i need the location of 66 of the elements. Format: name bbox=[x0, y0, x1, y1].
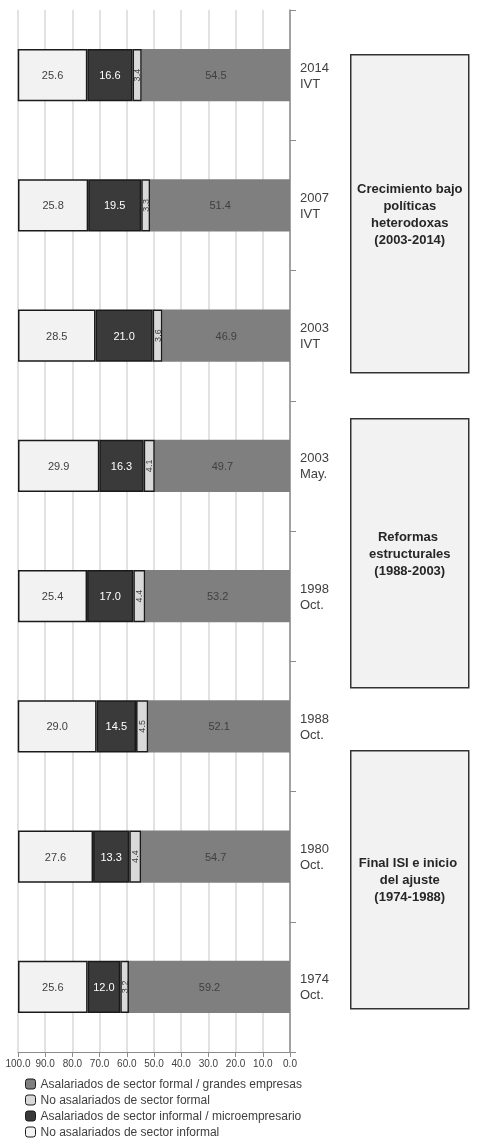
data-label: 27.6 bbox=[44, 850, 67, 863]
text: Crecimiento bajo políticas heterodoxas (2003-2014) bbox=[357, 180, 463, 247]
y-tick-label: 2003 IVT bbox=[300, 320, 329, 352]
x-tick-label: 90.0 bbox=[35, 1057, 56, 1069]
x-tick-label: 100.0 bbox=[5, 1057, 31, 1069]
y-tick-label: 2014 IVT bbox=[300, 59, 329, 91]
data-label: 16.3 bbox=[110, 459, 133, 472]
legend-label: Asalariados de sector informal / microempresario bbox=[40, 1109, 302, 1123]
x-tick-label: 60.0 bbox=[117, 1057, 137, 1069]
data-label: 19.5 bbox=[103, 199, 126, 212]
text: Reformas estructurales (1988-2003) bbox=[368, 528, 451, 578]
x-tick-label: 10.0 bbox=[253, 1057, 273, 1069]
data-label: 21.0 bbox=[113, 329, 135, 342]
data-label: 14.5 bbox=[105, 720, 128, 733]
y-tick-label: 1998 Oct. bbox=[300, 580, 329, 612]
data-label: 51.4 bbox=[209, 199, 231, 212]
x-tick-label: 40.0 bbox=[171, 1057, 192, 1069]
bar bbox=[162, 309, 290, 362]
legend-label: No asalariados de sector formal bbox=[40, 1093, 210, 1107]
bar bbox=[145, 570, 290, 623]
bar bbox=[148, 700, 290, 753]
bar bbox=[141, 49, 290, 102]
data-label: 4.1 bbox=[144, 459, 155, 473]
x-tick-label: 20.0 bbox=[225, 1057, 246, 1069]
data-label: 3.2 bbox=[119, 980, 130, 994]
data-label: 29.0 bbox=[46, 720, 68, 733]
data-label: 4.5 bbox=[137, 720, 148, 733]
y-tick-label: 2003 May. bbox=[300, 450, 329, 482]
data-label: 13.3 bbox=[100, 850, 122, 863]
data-label: 25.6 bbox=[41, 69, 64, 82]
data-label: 3.4 bbox=[132, 68, 143, 82]
legend-label: No asalariados de sector informal bbox=[40, 1125, 220, 1139]
data-label: 46.9 bbox=[215, 329, 237, 342]
y-tick-label: 1988 Oct. bbox=[300, 710, 329, 742]
data-label: 54.5 bbox=[205, 69, 227, 82]
data-label: 28.5 bbox=[46, 329, 68, 342]
data-label: 3.6 bbox=[152, 329, 163, 342]
x-tick-label: 30.0 bbox=[198, 1057, 219, 1069]
bar bbox=[128, 960, 290, 1013]
y-tick-label: 1974 Oct. bbox=[300, 971, 329, 1003]
bar bbox=[154, 439, 290, 492]
data-label: 12.0 bbox=[93, 980, 115, 993]
data-label: 29.9 bbox=[47, 459, 70, 472]
x-tick-label: 0.0 bbox=[283, 1057, 298, 1069]
data-label: 25.8 bbox=[42, 199, 64, 212]
x-tick-label: 70.0 bbox=[89, 1057, 110, 1069]
data-label: 16.6 bbox=[99, 69, 121, 82]
y-tick-label: 1980 Oct. bbox=[300, 841, 329, 873]
text: Final ISI e inicio del ajuste (1974-1988) bbox=[358, 855, 461, 905]
data-label: 4.4 bbox=[130, 850, 141, 863]
data-label: 4.4 bbox=[134, 589, 145, 603]
legend-label: Asalariados de sector formal / grandes empresas bbox=[40, 1077, 302, 1091]
data-label: 25.4 bbox=[41, 590, 64, 603]
x-tick-label: 50.0 bbox=[144, 1057, 165, 1069]
data-label: 17.0 bbox=[99, 590, 121, 603]
bar bbox=[150, 179, 290, 232]
bar bbox=[141, 830, 290, 883]
data-label: 52.1 bbox=[208, 720, 230, 733]
data-label: 59.2 bbox=[198, 980, 221, 993]
y-tick-label: 2007 IVT bbox=[300, 189, 329, 221]
data-label: 53.2 bbox=[206, 590, 229, 603]
x-tick-label: 80.0 bbox=[62, 1057, 83, 1069]
data-label: 54.7 bbox=[204, 850, 227, 863]
data-label: 25.6 bbox=[42, 980, 64, 993]
data-label: 49.7 bbox=[211, 459, 234, 472]
data-label: 3.3 bbox=[140, 199, 151, 212]
